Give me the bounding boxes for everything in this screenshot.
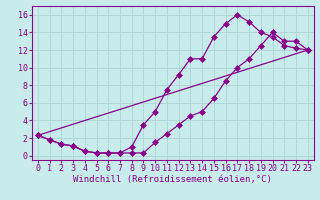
X-axis label: Windchill (Refroidissement éolien,°C): Windchill (Refroidissement éolien,°C) <box>73 175 272 184</box>
